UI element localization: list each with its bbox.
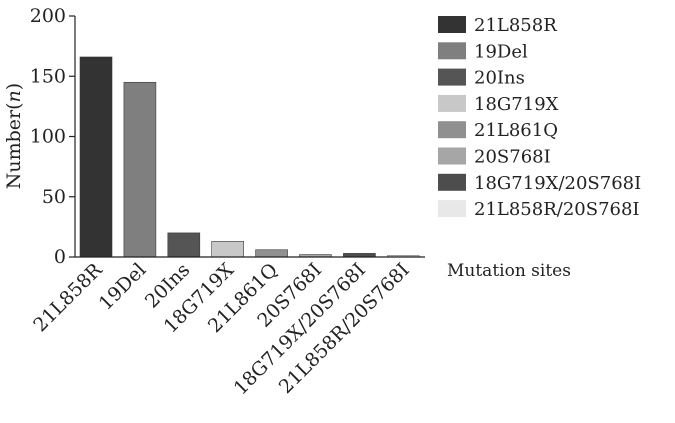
y-tick-label: 100 xyxy=(30,126,66,148)
bar-19del xyxy=(123,81,157,258)
legend-label: 21L858R/20S768I xyxy=(474,199,640,220)
legend-label: 18G719X/20S768I xyxy=(474,173,641,194)
y-axis-label-paren-close: ) xyxy=(3,83,25,90)
x-tick-label: 19Del xyxy=(95,259,151,315)
legend-swatch xyxy=(438,147,466,165)
legend-label: 19Del xyxy=(474,41,528,62)
legend-swatch xyxy=(438,94,466,112)
bar-series xyxy=(79,56,420,258)
y-axis-label-main: Number xyxy=(3,109,25,189)
bar-21l858r xyxy=(79,56,113,258)
legend-swatch xyxy=(438,173,466,191)
x-axis: 21L858R19Del20Ins18G719X21L861Q20S768I18… xyxy=(29,256,425,399)
y-tick-label: 50 xyxy=(42,186,66,208)
legend-swatch xyxy=(438,42,466,60)
y-tick-label: 0 xyxy=(54,246,66,268)
legend-swatch xyxy=(438,68,466,86)
bar-20ins xyxy=(167,232,201,258)
legend-swatch xyxy=(438,121,466,139)
y-axis: 0 50 100 150 200 Number(n) xyxy=(3,5,76,268)
x-axis-label: Mutation sites xyxy=(447,261,571,281)
legend: 21L858R 19Del 20Ins 18G719X 21L861Q 20S768I 18… xyxy=(438,15,641,220)
y-axis-label: Number(n) xyxy=(3,83,25,189)
bar-18g719x xyxy=(211,241,244,258)
legend-label: 20Ins xyxy=(474,68,525,89)
legend-swatch xyxy=(438,200,466,218)
legend-label: 21L861Q xyxy=(474,120,558,141)
legend-label: 20S768I xyxy=(474,147,551,168)
y-axis-label-unit: n xyxy=(3,90,25,102)
legend-label: 18G719X xyxy=(474,94,559,115)
legend-label: 21L858R xyxy=(474,15,557,36)
y-axis-label-paren-open: ( xyxy=(3,102,25,109)
y-tick-label: 150 xyxy=(30,65,66,87)
y-tick-label: 200 xyxy=(30,5,66,27)
legend-swatch xyxy=(438,16,466,33)
bar-21l861q xyxy=(255,249,288,258)
